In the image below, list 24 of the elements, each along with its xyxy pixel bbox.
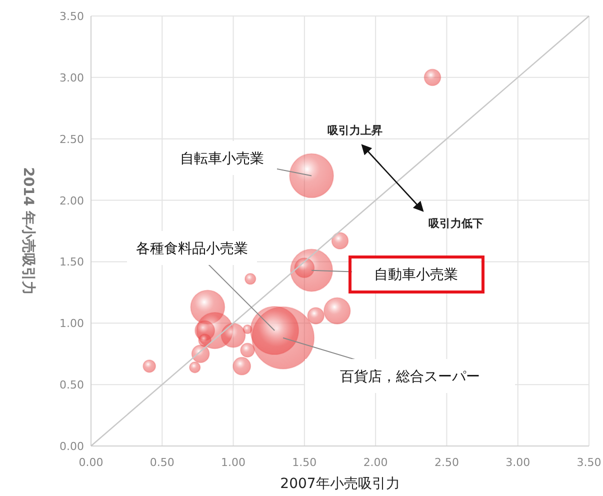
annotation: 各種食料品小売業 <box>136 241 248 257</box>
x-tick-label: 3.50 <box>576 456 602 469</box>
annotation: 吸引力低下 <box>428 217 484 230</box>
x-tick-label: 0.50 <box>150 456 174 469</box>
x-tick-label: 2.00 <box>363 456 388 469</box>
annotation: 自動車小売業 <box>374 267 458 283</box>
y-tick-label: 2.50 <box>60 132 84 146</box>
y-tick-label: 2.00 <box>60 194 84 208</box>
x-tick-label: 1.00 <box>221 456 246 469</box>
y-tick-label: 0.50 <box>60 378 84 392</box>
annotation: 自転車小売業 <box>180 151 264 167</box>
y-tick-label: 3.00 <box>60 71 84 84</box>
x-axis-title: 2007年小売吸引力 <box>280 476 400 492</box>
y-tick-label: 1.50 <box>60 256 84 269</box>
x-tick-label: 1.50 <box>292 456 317 469</box>
x-tick-label: 0.00 <box>78 456 104 469</box>
x-tick-label: 3.00 <box>506 456 530 469</box>
x-tick-label: 2.50 <box>434 456 459 469</box>
annotation: 吸引力上昇 <box>328 124 382 137</box>
y-axis-title: 2014 年小売吸引力 <box>20 167 36 295</box>
annotation: 百貨店，総合スーパー <box>340 369 480 385</box>
y-tick-label: 3.50 <box>60 10 84 23</box>
y-tick-label: 1.00 <box>60 317 84 330</box>
y-tick-label: 0.00 <box>60 440 84 453</box>
